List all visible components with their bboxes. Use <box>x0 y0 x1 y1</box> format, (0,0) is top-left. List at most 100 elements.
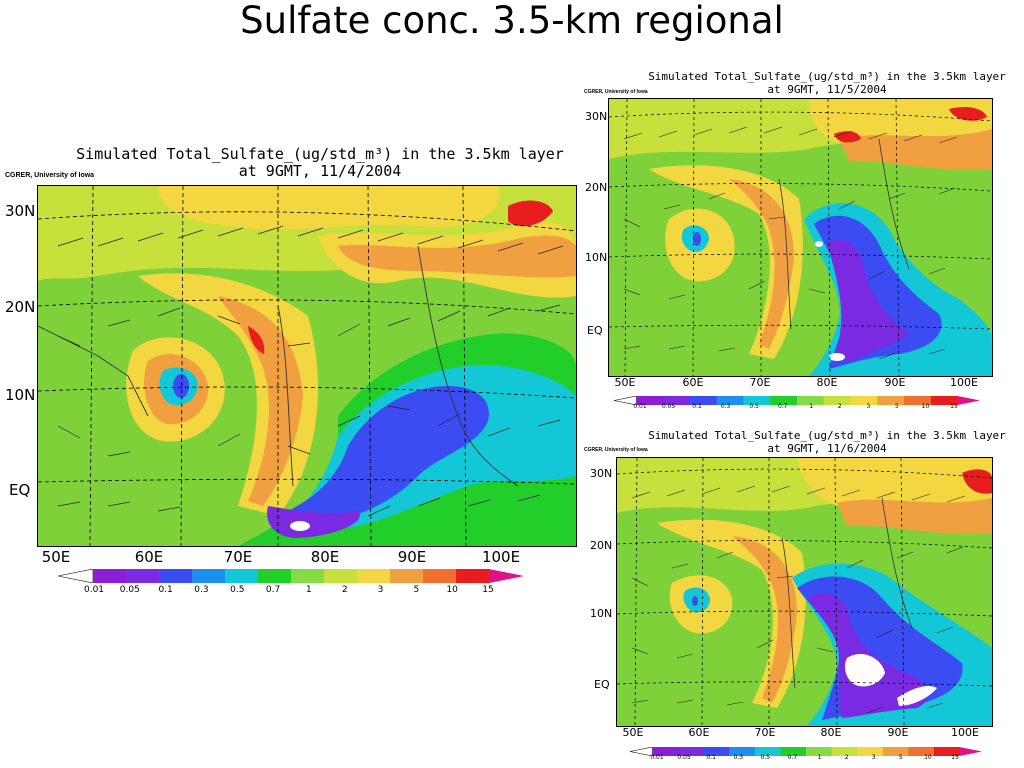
colorbar-tick-label: 0.05 <box>119 585 140 595</box>
lon-label-80e: 80E <box>310 548 340 566</box>
colorbar-bin <box>857 747 884 756</box>
colorbar-tick-label: 5 <box>898 754 903 761</box>
colorbar-bin <box>882 747 909 756</box>
colorbar-tick-label: 3 <box>377 585 384 595</box>
colorbar-bin <box>743 396 771 405</box>
colorbar-high-arrow <box>959 747 982 756</box>
lon-label-100e: 100E <box>950 376 978 389</box>
lon-label-60e: 60E <box>688 726 710 739</box>
colorbar-tick-label: 0.7 <box>777 403 788 410</box>
map-panel-nov5: Simulated Total_Sulfate_(ug/std_m³) in t… <box>582 68 1024 413</box>
colorbar-bin <box>291 569 325 583</box>
lat-label-eq: EQ <box>594 678 610 691</box>
lat-label-20n: 20N <box>590 539 613 552</box>
colorbar-tick-label: 15 <box>482 585 494 595</box>
colorbar-tick-label: 0.01 <box>633 403 647 410</box>
lat-label-20n: 20N <box>585 181 608 194</box>
colorbar-tick-label: 15 <box>950 403 958 410</box>
panel-title-line1: Simulated Total_Sulfate_(ug/std_m³) in t… <box>76 145 564 163</box>
colorbar-tick-label: 0.1 <box>692 403 702 410</box>
panel-title-line2: at 9GMT, 11/6/2004 <box>767 442 887 455</box>
colorbar-bin <box>258 569 292 583</box>
lon-label-50e: 50E <box>622 726 644 739</box>
lat-label-eq: EQ <box>9 481 31 499</box>
colorbar-bin <box>636 396 664 405</box>
sulfate-map <box>616 457 993 727</box>
lon-label-90e: 90E <box>884 376 906 389</box>
lon-label-90e: 90E <box>397 548 427 566</box>
colorbar-tick-label: 0.7 <box>787 754 798 761</box>
colorbar-tick-label: 0.3 <box>733 754 744 761</box>
colorbar-bin <box>93 569 127 583</box>
colorbar-high-arrow <box>489 569 524 583</box>
colorbar-tick-label: 3 <box>866 403 871 410</box>
colorbar-bin <box>908 747 935 756</box>
colorbar-bin <box>690 396 718 405</box>
panel-title-line1: Simulated Total_Sulfate_(ug/std_m³) in t… <box>648 429 1006 442</box>
colorbar-bin <box>126 569 160 583</box>
lon-label-90e: 90E <box>887 726 909 739</box>
colorbar-bin <box>357 569 391 583</box>
colorbar-tick-label: 10 <box>446 585 458 595</box>
colorbar-tick-label: 1 <box>809 403 814 410</box>
lon-label-80e: 80E <box>816 376 838 389</box>
colorbar-bin <box>159 569 193 583</box>
colorbar <box>57 568 524 584</box>
colorbar-tick-label: 10 <box>924 754 932 761</box>
colorbar-tick-label: 0.3 <box>720 403 731 410</box>
colorbar-bin <box>390 569 424 583</box>
lon-label-100e: 100E <box>951 726 979 739</box>
lat-label-30n: 30N <box>590 467 613 480</box>
colorbar-tick-label: 3 <box>871 754 876 761</box>
credit-label: CGRER, University of Iowa <box>5 172 95 179</box>
panel-title: Simulated Total_Sulfate_(ug/std_m³) in t… <box>632 70 1022 96</box>
sulfate-field <box>609 99 992 376</box>
colorbar-tick-label: 0.3 <box>194 585 209 595</box>
lat-label-10n: 10N <box>5 386 36 404</box>
colorbar-bin <box>850 396 878 405</box>
sulfate-map <box>37 185 577 547</box>
colorbar-bin <box>678 747 705 756</box>
colorbar-low-arrow <box>629 746 653 757</box>
panel-title-line1: Simulated Total_Sulfate_(ug/std_m³) in t… <box>648 70 1006 83</box>
colorbar-tick-label: 15 <box>951 754 959 761</box>
colorbar-tick-label: 0.05 <box>661 403 676 410</box>
colorbar-low-arrow <box>57 568 94 584</box>
colorbar-tick-label: 0.1 <box>158 585 173 595</box>
colorbar <box>629 743 982 757</box>
colorbar-tick-label: 1 <box>817 754 822 761</box>
colorbar-bin <box>716 396 744 405</box>
colorbar-tick-label: 0.5 <box>230 585 245 595</box>
sulfate-field <box>38 186 576 546</box>
colorbar-bin <box>770 396 798 405</box>
colorbar-tick-label: 2 <box>837 403 842 410</box>
colorbar-tick-label: 0.5 <box>749 403 759 410</box>
colorbar-bin <box>780 747 807 756</box>
lon-label-60e: 60E <box>134 548 164 566</box>
sulfate-field <box>617 458 992 726</box>
panel-title: Simulated Total_Sulfate_(ug/std_m³) in t… <box>632 429 1022 455</box>
colorbar-bin <box>423 569 457 583</box>
lat-label-30n: 30N <box>5 202 36 220</box>
colorbar-tick-label: 0.01 <box>83 585 105 595</box>
colorbar-tick-label: 2 <box>844 754 849 761</box>
sulfate-map <box>608 98 993 377</box>
colorbar-bin <box>225 569 259 583</box>
colorbar-tick-label: 1 <box>306 585 312 595</box>
lon-label-100e: 100E <box>481 548 521 566</box>
colorbar-bin <box>703 747 730 756</box>
colorbar-bin <box>877 396 905 405</box>
colorbar-bin <box>192 569 226 583</box>
lon-label-80e: 80E <box>820 726 842 739</box>
panel-title-line2: at 9GMT, 11/5/2004 <box>767 83 887 96</box>
colorbar-graphic <box>613 395 980 406</box>
colorbar-graphic <box>629 746 982 757</box>
credit-label: CGRER, University of Iowa <box>584 89 648 95</box>
lat-label-10n: 10N <box>585 251 608 264</box>
colorbar-tick-label: 0.01 <box>650 754 664 761</box>
lon-label-70e: 70E <box>749 376 771 389</box>
slide-title: Sulfate conc. 3.5-km regional <box>240 0 784 42</box>
colorbar-tick-label: 0.7 <box>265 585 281 595</box>
colorbar-bin <box>806 747 833 756</box>
panel-title-line2: at 9GMT, 11/4/2004 <box>238 162 402 180</box>
